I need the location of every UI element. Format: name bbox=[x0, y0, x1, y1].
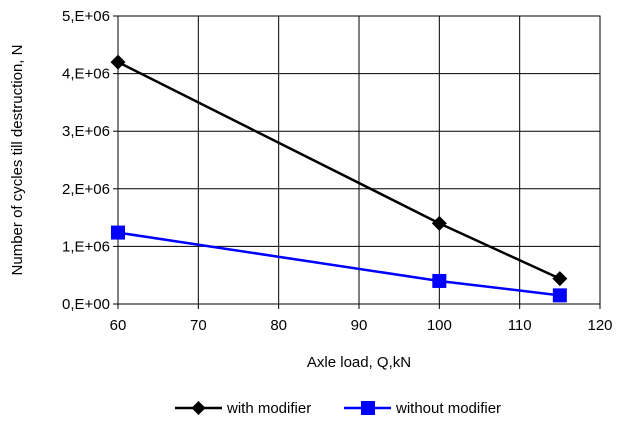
legend-label-with-modifier: with modifier bbox=[226, 400, 311, 417]
data-point-square bbox=[432, 273, 447, 288]
y-axis-title: Number of cycles till destruction, N bbox=[9, 45, 26, 276]
x-tick-label: 70 bbox=[190, 317, 207, 334]
tick-labels: 60 70 80 90 100 110 120 0,E+00 1,E+06 2,E+06 3,E+0… bbox=[62, 8, 612, 334]
data-point-square bbox=[111, 225, 125, 240]
x-tick-label: 110 bbox=[508, 317, 532, 334]
legend-item-without-modifier: without modifier bbox=[344, 400, 501, 417]
grid bbox=[113, 15, 601, 309]
data-point-square bbox=[552, 288, 567, 303]
y-tick-label: 0,E+00 bbox=[62, 296, 110, 313]
data-point-diamond bbox=[552, 271, 568, 287]
legend-label-without-modifier: without modifier bbox=[395, 400, 501, 417]
series bbox=[110, 54, 568, 303]
y-tick-label: 1,E+06 bbox=[62, 238, 110, 255]
legend-square-marker bbox=[361, 401, 375, 415]
y-tick-label: 5,E+06 bbox=[62, 8, 110, 25]
x-tick-label: 60 bbox=[110, 317, 127, 334]
legend-diamond-marker bbox=[191, 401, 206, 415]
x-tick-label: 120 bbox=[587, 317, 612, 334]
data-point-diamond bbox=[110, 54, 126, 70]
x-tick-label: 90 bbox=[351, 317, 368, 334]
data-point-diamond bbox=[431, 215, 447, 231]
y-tick-label: 4,E+06 bbox=[62, 66, 110, 83]
x-tick-label: 80 bbox=[270, 317, 287, 334]
y-tick-label: 2,E+06 bbox=[62, 181, 110, 198]
x-axis-title: Axle load, Q,kN bbox=[307, 354, 411, 371]
legend-item-with-modifier: with modifier bbox=[175, 400, 311, 417]
legend: with modifier without modifier bbox=[175, 400, 501, 417]
y-tick-label: 3,E+06 bbox=[62, 123, 110, 140]
x-tick-label: 100 bbox=[427, 317, 452, 334]
plot-frame bbox=[117, 15, 601, 305]
